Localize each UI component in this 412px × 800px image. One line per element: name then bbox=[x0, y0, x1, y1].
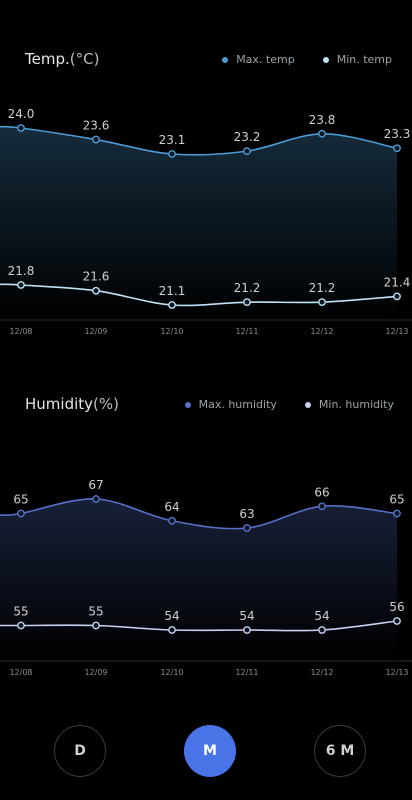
humidity-unit: (%) bbox=[93, 395, 119, 413]
data-label: 21.2 bbox=[309, 281, 336, 295]
data-point[interactable] bbox=[92, 495, 100, 503]
x-tick-label: 12/08 bbox=[9, 668, 32, 677]
legend-max-humidity: Max. humidity bbox=[184, 398, 277, 411]
humidity-title-text: Humidity bbox=[25, 395, 94, 413]
data-label: 64 bbox=[164, 500, 179, 514]
data-label: 23.8 bbox=[309, 113, 336, 127]
data-label: 23.3 bbox=[384, 127, 411, 141]
temperature-title: Temp.(°C) bbox=[25, 50, 99, 68]
temperature-chart: 24.0 23.6 23.1 23.2 23.8 23.3 21.8 21.6 21.1 21.2… bbox=[0, 107, 412, 336]
x-tick-label: 12/11 bbox=[235, 327, 258, 336]
data-point[interactable] bbox=[393, 617, 401, 625]
data-point[interactable] bbox=[168, 150, 176, 158]
legend-min-temp-label: Min. temp bbox=[336, 53, 392, 66]
data-label: 67 bbox=[88, 478, 103, 492]
legend-max-temp: Max. temp bbox=[222, 53, 295, 66]
x-tick-label: 12/13 bbox=[385, 327, 408, 336]
data-point[interactable] bbox=[92, 135, 100, 144]
data-label: 23.6 bbox=[83, 119, 110, 133]
data-point[interactable] bbox=[168, 516, 176, 525]
data-label: 21.4 bbox=[384, 275, 411, 289]
legend-max-temp-label: Max. temp bbox=[236, 53, 295, 66]
series-area-fill bbox=[0, 498, 397, 661]
range-day-button[interactable]: D bbox=[54, 725, 106, 777]
temperature-panel: 24.0 23.6 23.1 23.2 23.8 23.3 21.8 21.6 21.1 21.2… bbox=[0, 0, 412, 345]
data-label: 21.1 bbox=[159, 284, 186, 298]
data-point[interactable] bbox=[168, 301, 176, 309]
data-point[interactable] bbox=[17, 509, 25, 518]
data-point[interactable] bbox=[17, 621, 25, 630]
data-label: 54 bbox=[239, 609, 254, 623]
data-label: 63 bbox=[239, 507, 254, 521]
data-label: 21.2 bbox=[234, 281, 261, 295]
humidity-chart: 65 67 64 63 66 65 55 55 54 54 54 56 12/08 12/09 12/10 1… bbox=[0, 478, 412, 677]
legend-min-humidity: Min. humidity bbox=[304, 398, 394, 411]
range-six-month-button[interactable]: 6 M bbox=[314, 725, 366, 777]
data-label: 54 bbox=[314, 609, 329, 623]
data-point[interactable] bbox=[318, 502, 326, 511]
legend-dot-icon bbox=[184, 401, 191, 408]
data-label: 65 bbox=[389, 493, 404, 507]
data-point[interactable] bbox=[318, 129, 326, 138]
series-area-fill bbox=[0, 126, 397, 320]
data-point[interactable] bbox=[17, 124, 25, 132]
data-label: 21.6 bbox=[83, 270, 110, 284]
temperature-legend: Max. temp Min. temp bbox=[222, 53, 392, 66]
legend-dot-icon bbox=[322, 56, 329, 63]
humidity-legend: Max. humidity Min. humidity bbox=[184, 398, 394, 411]
data-point[interactable] bbox=[243, 147, 251, 156]
x-tick-label: 12/09 bbox=[84, 668, 107, 677]
data-label: 23.2 bbox=[234, 130, 261, 144]
data-point[interactable] bbox=[17, 281, 25, 289]
data-point[interactable] bbox=[92, 621, 100, 630]
data-point[interactable] bbox=[318, 626, 326, 634]
data-label: 54 bbox=[164, 609, 179, 623]
x-tick-label: 12/13 bbox=[385, 668, 408, 677]
x-tick-label: 12/11 bbox=[235, 668, 258, 677]
x-tick-label: 12/12 bbox=[310, 668, 333, 677]
humidity-title: Humidity(%) bbox=[25, 395, 119, 413]
data-label: 23.1 bbox=[159, 133, 186, 147]
data-label: 24.0 bbox=[8, 107, 35, 121]
legend-min-temp: Min. temp bbox=[322, 53, 392, 66]
x-tick-label: 12/08 bbox=[9, 327, 32, 336]
data-point[interactable] bbox=[393, 509, 401, 518]
range-month-button[interactable]: M bbox=[184, 725, 236, 777]
legend-max-humidity-label: Max. humidity bbox=[198, 398, 277, 411]
data-label: 55 bbox=[88, 605, 103, 619]
data-label: 21.8 bbox=[8, 264, 35, 278]
data-point[interactable] bbox=[393, 144, 401, 153]
x-tick-label: 12/12 bbox=[310, 327, 333, 336]
data-point[interactable] bbox=[243, 298, 251, 307]
data-point[interactable] bbox=[168, 626, 176, 634]
data-point[interactable] bbox=[393, 292, 401, 301]
temperature-title-text: Temp. bbox=[25, 50, 70, 68]
temperature-unit: (°C) bbox=[69, 50, 100, 68]
x-tick-label: 12/10 bbox=[160, 327, 183, 336]
data-point[interactable] bbox=[243, 626, 251, 634]
data-label: 66 bbox=[314, 485, 329, 499]
legend-min-humidity-label: Min. humidity bbox=[318, 398, 394, 411]
data-point[interactable] bbox=[243, 524, 251, 532]
data-point[interactable] bbox=[92, 286, 100, 295]
legend-dot-icon bbox=[222, 56, 229, 63]
x-tick-label: 12/09 bbox=[84, 327, 107, 336]
range-selector: D M 6 M bbox=[0, 700, 412, 800]
legend-dot-icon bbox=[304, 401, 311, 408]
x-tick-label: 12/10 bbox=[160, 668, 183, 677]
data-label: 55 bbox=[13, 605, 28, 619]
data-label: 56 bbox=[389, 600, 404, 614]
data-point[interactable] bbox=[318, 298, 326, 307]
humidity-panel: 65 67 64 63 66 65 55 55 54 54 54 56 12/08 12/09 12/10 1… bbox=[0, 345, 412, 685]
data-label: 65 bbox=[13, 493, 28, 507]
